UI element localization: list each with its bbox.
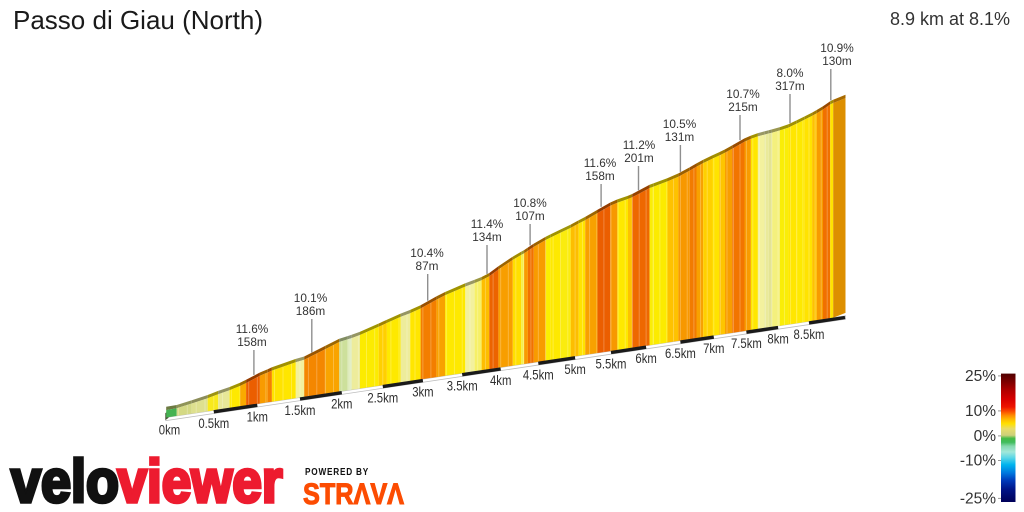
svg-text:0.5km: 0.5km <box>198 416 229 431</box>
svg-text:11.6%: 11.6% <box>584 156 617 170</box>
svg-text:11.6%: 11.6% <box>236 322 269 336</box>
svg-text:158m: 158m <box>237 335 267 349</box>
svg-text:3.5km: 3.5km <box>447 379 478 394</box>
svg-text:25%: 25% <box>965 368 996 385</box>
svg-text:6km: 6km <box>635 351 656 366</box>
svg-text:1km: 1km <box>247 409 268 424</box>
svg-text:10.4%: 10.4% <box>410 246 444 260</box>
svg-text:7.5km: 7.5km <box>731 336 762 351</box>
svg-text:11.4%: 11.4% <box>471 217 504 231</box>
svg-text:1.5km: 1.5km <box>285 403 316 418</box>
svg-text:215m: 215m <box>728 100 758 114</box>
svg-text:10.8%: 10.8% <box>513 196 547 210</box>
svg-text:201m: 201m <box>624 151 654 165</box>
svg-text:viewer: viewer <box>118 448 283 512</box>
svg-text:-25%: -25% <box>960 491 996 508</box>
svg-text:11.2%: 11.2% <box>623 138 656 152</box>
svg-text:0%: 0% <box>974 428 997 445</box>
svg-text:2.5km: 2.5km <box>367 391 398 406</box>
svg-text:6.5km: 6.5km <box>665 346 696 361</box>
svg-text:7km: 7km <box>703 341 724 356</box>
svg-text:8.5km: 8.5km <box>794 327 825 342</box>
svg-text:4km: 4km <box>490 373 511 388</box>
svg-text:8.0%: 8.0% <box>777 66 804 80</box>
svg-text:-10%: -10% <box>960 453 996 470</box>
svg-text:134m: 134m <box>472 230 502 244</box>
svg-text:0km: 0km <box>159 423 180 438</box>
svg-text:130m: 130m <box>822 54 852 68</box>
svg-text:5.5km: 5.5km <box>596 357 627 372</box>
svg-text:10.7%: 10.7% <box>726 87 760 101</box>
svg-text:STRΛVΛ: STRΛVΛ <box>303 478 404 511</box>
svg-text:Passo di Giau (North): Passo di Giau (North) <box>13 5 263 35</box>
svg-text:10.5%: 10.5% <box>663 117 697 131</box>
svg-text:186m: 186m <box>296 304 326 318</box>
svg-text:158m: 158m <box>585 169 615 183</box>
svg-text:velo: velo <box>11 448 119 512</box>
svg-text:317m: 317m <box>775 79 805 93</box>
svg-text:5km: 5km <box>564 362 585 377</box>
svg-text:8.9 km at 8.1%: 8.9 km at 8.1% <box>890 9 1010 29</box>
svg-text:3km: 3km <box>412 385 433 400</box>
svg-text:131m: 131m <box>665 130 695 144</box>
svg-text:10.1%: 10.1% <box>294 291 328 305</box>
svg-text:87m: 87m <box>416 259 439 273</box>
svg-text:2km: 2km <box>331 397 352 412</box>
svg-text:10.9%: 10.9% <box>820 41 854 55</box>
svg-text:4.5km: 4.5km <box>523 367 554 382</box>
svg-text:POWERED BY: POWERED BY <box>305 466 369 478</box>
svg-text:10%: 10% <box>965 403 996 420</box>
svg-text:8km: 8km <box>767 332 788 347</box>
svg-text:107m: 107m <box>515 209 545 223</box>
